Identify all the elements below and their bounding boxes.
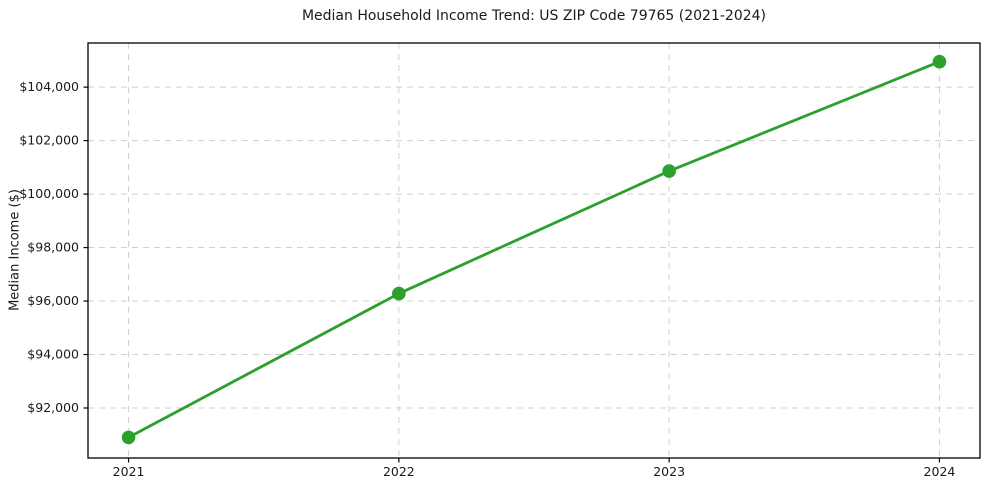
y-tick-label: $92,000 [27,400,79,415]
y-tick-label: $94,000 [27,347,79,362]
plot-border [87,42,981,459]
y-tick-label: $104,000 [19,79,79,94]
x-tick-label: 2023 [653,464,685,479]
x-tick-label: 2024 [924,464,956,479]
y-tick-label: $96,000 [27,293,79,308]
y-tick-label: $100,000 [19,186,79,201]
data-point-2021 [121,430,136,445]
y-tick-label: $102,000 [19,133,79,148]
chart-title: Median Household Income Trend: US ZIP Co… [301,8,767,24]
x-tick-label: 2021 [113,464,145,479]
y-tick-label: $98,000 [27,240,79,255]
trend-line [127,60,941,439]
x-tick-label: 2022 [383,464,415,479]
data-point-2023 [662,164,676,178]
data-point-2024 [932,54,947,69]
data-point-2022 [392,286,406,301]
